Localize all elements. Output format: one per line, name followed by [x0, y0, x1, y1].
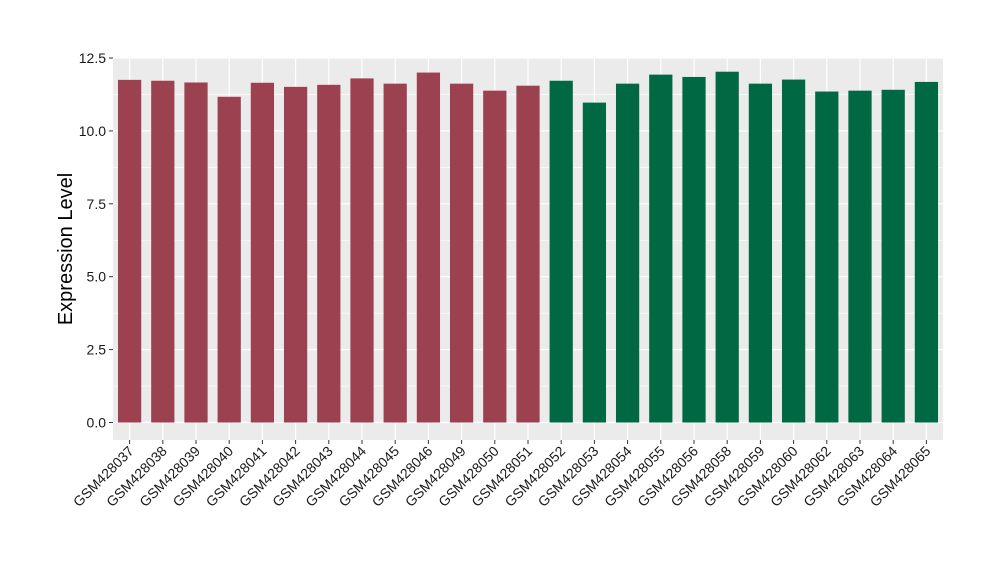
bar-GSM428045 — [383, 83, 407, 423]
bars — [117, 71, 939, 423]
bar-GSM428059 — [748, 83, 773, 423]
bar-GSM428044 — [350, 78, 374, 423]
bar-GSM428062 — [815, 91, 839, 423]
bar-GSM428058 — [715, 71, 739, 423]
bar-GSM428055 — [649, 74, 673, 423]
bar-GSM428037 — [117, 79, 142, 423]
bar-GSM428049 — [449, 83, 474, 423]
bar-GSM428051 — [516, 85, 540, 423]
bar-GSM428046 — [416, 72, 441, 423]
bar-GSM428053 — [582, 102, 607, 423]
y-tick-label: 10.0 — [79, 123, 106, 139]
bar-GSM428050 — [483, 90, 507, 423]
bar-GSM428038 — [151, 80, 175, 423]
y-tick-label: 5.0 — [87, 269, 107, 285]
bar-GSM428063 — [848, 90, 872, 423]
bar-GSM428043 — [317, 84, 341, 423]
y-tick-label: 12.5 — [79, 50, 106, 66]
y-axis: 0.0 2.5 5.0 7.5 10.0 12.5 — [79, 50, 113, 431]
y-tick-label: 0.0 — [87, 415, 107, 431]
bar-GSM428039 — [184, 82, 208, 423]
bar-GSM428052 — [549, 80, 573, 423]
bar-GSM428056 — [682, 76, 706, 423]
bar-GSM428042 — [283, 86, 308, 423]
bar-GSM428060 — [781, 79, 806, 423]
y-tick-label: 7.5 — [87, 196, 107, 212]
bar-GSM428041 — [250, 82, 275, 423]
bar-GSM428040 — [217, 96, 241, 423]
y-axis-title: Expression Level — [55, 173, 77, 325]
x-axis: GSM428037GSM428038GSM428039GSM428040GSM4… — [70, 440, 934, 510]
bar-GSM428054 — [615, 83, 640, 423]
bar-GSM428064 — [881, 89, 905, 423]
y-tick-label: 2.5 — [87, 342, 107, 358]
bar-GSM428065 — [914, 81, 939, 423]
